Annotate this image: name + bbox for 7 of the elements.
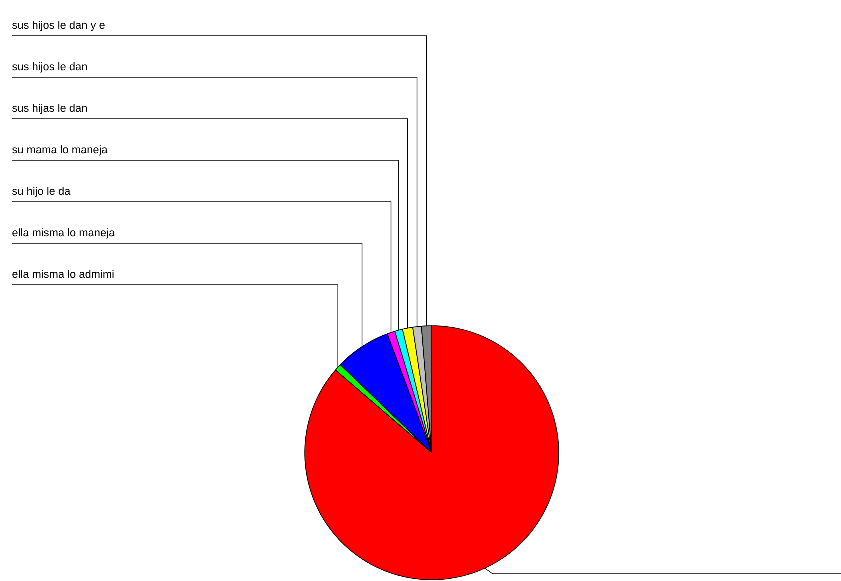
- slice-label: ella misma lo admimi: [12, 270, 114, 278]
- slice-label: sus hijas le dan: [12, 104, 87, 114]
- slice-label: su hijo le da: [12, 187, 71, 198]
- slice-label: su mama lo maneja: [12, 146, 108, 156]
- slice-label: sus hijos le dan y e: [12, 21, 105, 32]
- slice-label: sus hijos le dan: [12, 62, 87, 73]
- slice-label: ella misma lo maneja: [12, 228, 116, 239]
